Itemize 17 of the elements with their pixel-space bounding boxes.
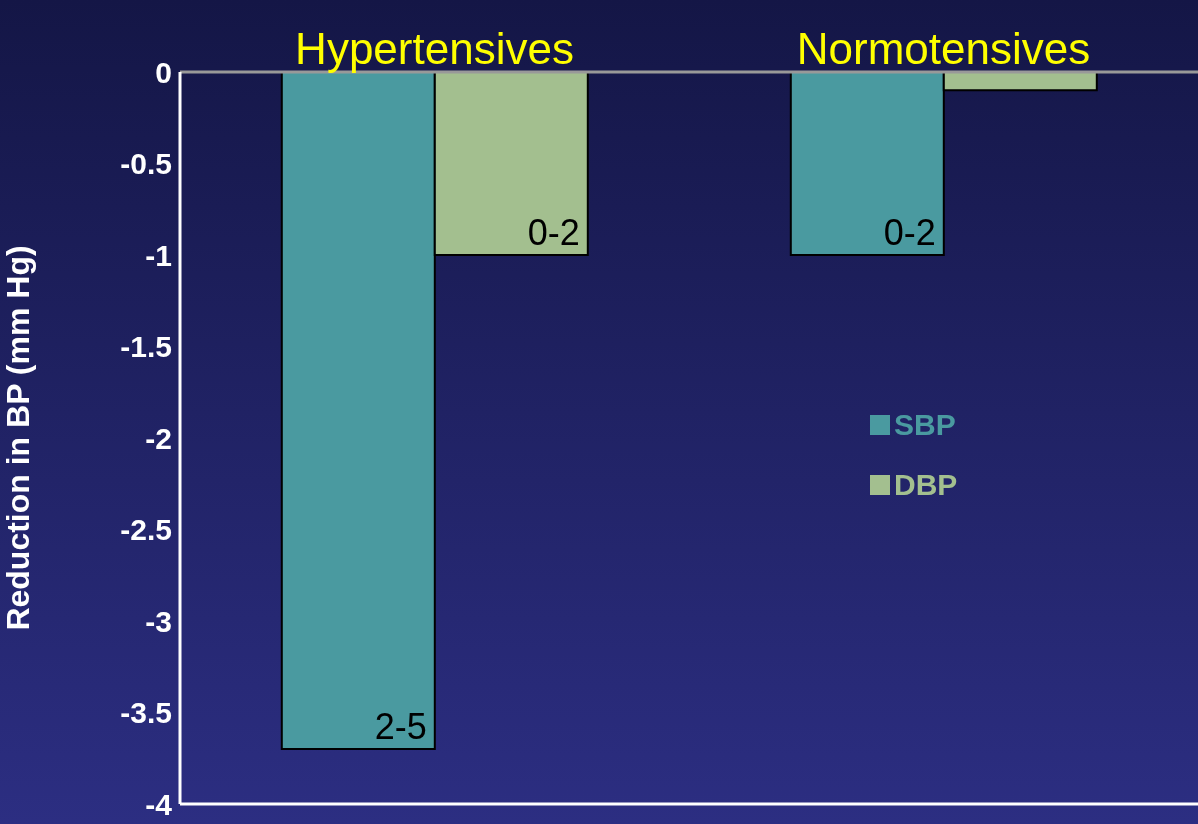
y-tick-label: -1.5 — [120, 330, 172, 364]
data-label: 0-2 — [883, 212, 936, 253]
y-tick-label: 0 — [155, 55, 172, 89]
y-tick-label: -0.5 — [120, 147, 172, 181]
x-tick-label: Normotensives — [796, 24, 1091, 73]
y-tick-label: -4 — [145, 787, 173, 821]
data-label: 2-5 — [374, 706, 427, 748]
data-label: 0-2 — [527, 212, 580, 253]
y-tick-label: -3 — [145, 604, 172, 638]
y-tick-label: -2.5 — [120, 513, 172, 547]
y-tick-label: -3.5 — [120, 696, 172, 730]
x-tick-label: Hypertensives — [295, 24, 574, 73]
y-tick-label: -1 — [145, 238, 172, 272]
y-tick-label: -2 — [145, 421, 172, 455]
legend-label: DBP — [894, 468, 958, 502]
text: SBP — [894, 408, 956, 442]
y-axis-title: Reduction in BP (mm Hg) — [0, 245, 37, 631]
